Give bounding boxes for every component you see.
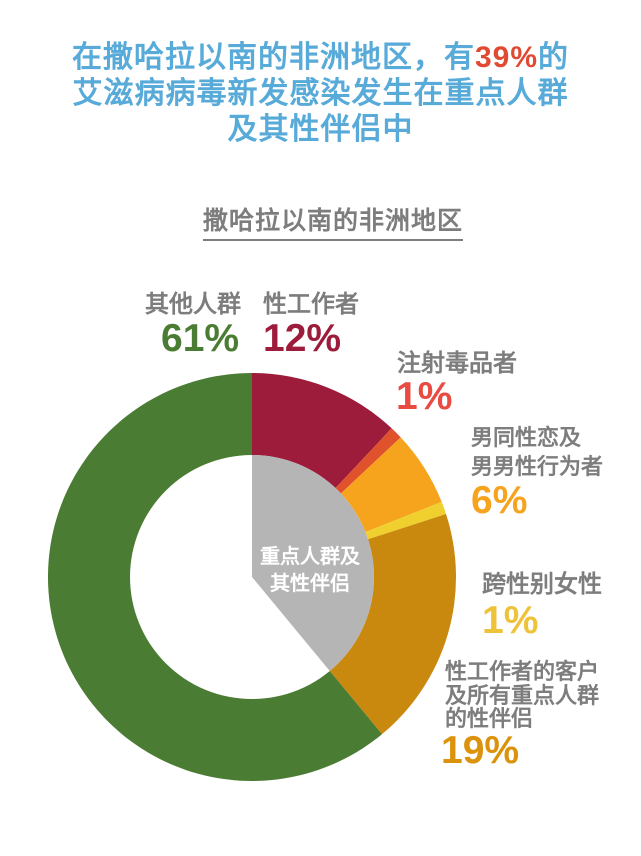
donut-center-label: 重点人群及 其性伴侣 [260,546,360,595]
title-highlight-39pct: 39% [474,41,539,74]
label-people-who-inject-drugs: 注射毒品者 [397,350,517,377]
label-sex-workers: 性工作者 [263,291,359,318]
chart-title: 撒哈拉以南的非洲地区 [202,206,464,241]
label-gay-men-and-msm: 男同性恋及 男男性行为者 [471,425,604,479]
label-transgender-women: 跨性别女性 [482,571,602,598]
donut-center-overlay [252,455,375,671]
label-clients-and-partners: 性工作者的客户 及所有重点人群 的性伴侣 [445,659,600,731]
title-text-pre: 在撒哈拉以南的非洲地区，有 [71,41,475,74]
title-text-post: 的 [538,41,570,74]
value-people-who-inject-drugs: 1% [396,375,453,418]
value-clients-and-partners: 19% [441,729,520,772]
donut-chart [47,373,457,781]
page-title-line3: 及其性伴侣中 [227,113,414,146]
page-title: 在撒哈拉以南的非洲地区，有39%的 艾滋病病毒新发感染发生在重点人群 及其性伴侣… [0,40,641,148]
page-title-line2: 艾滋病病毒新发感染发生在重点人群 [72,77,569,110]
value-other-populations: 61% [161,317,240,360]
page-title-line1: 在撒哈拉以南的非洲地区，有39%的 [0,40,641,76]
label-other-populations: 其他人群 [145,291,241,318]
value-gay-men-and-msm: 6% [471,479,528,522]
value-transgender-women: 1% [482,599,539,642]
value-sex-workers: 12% [263,317,342,360]
